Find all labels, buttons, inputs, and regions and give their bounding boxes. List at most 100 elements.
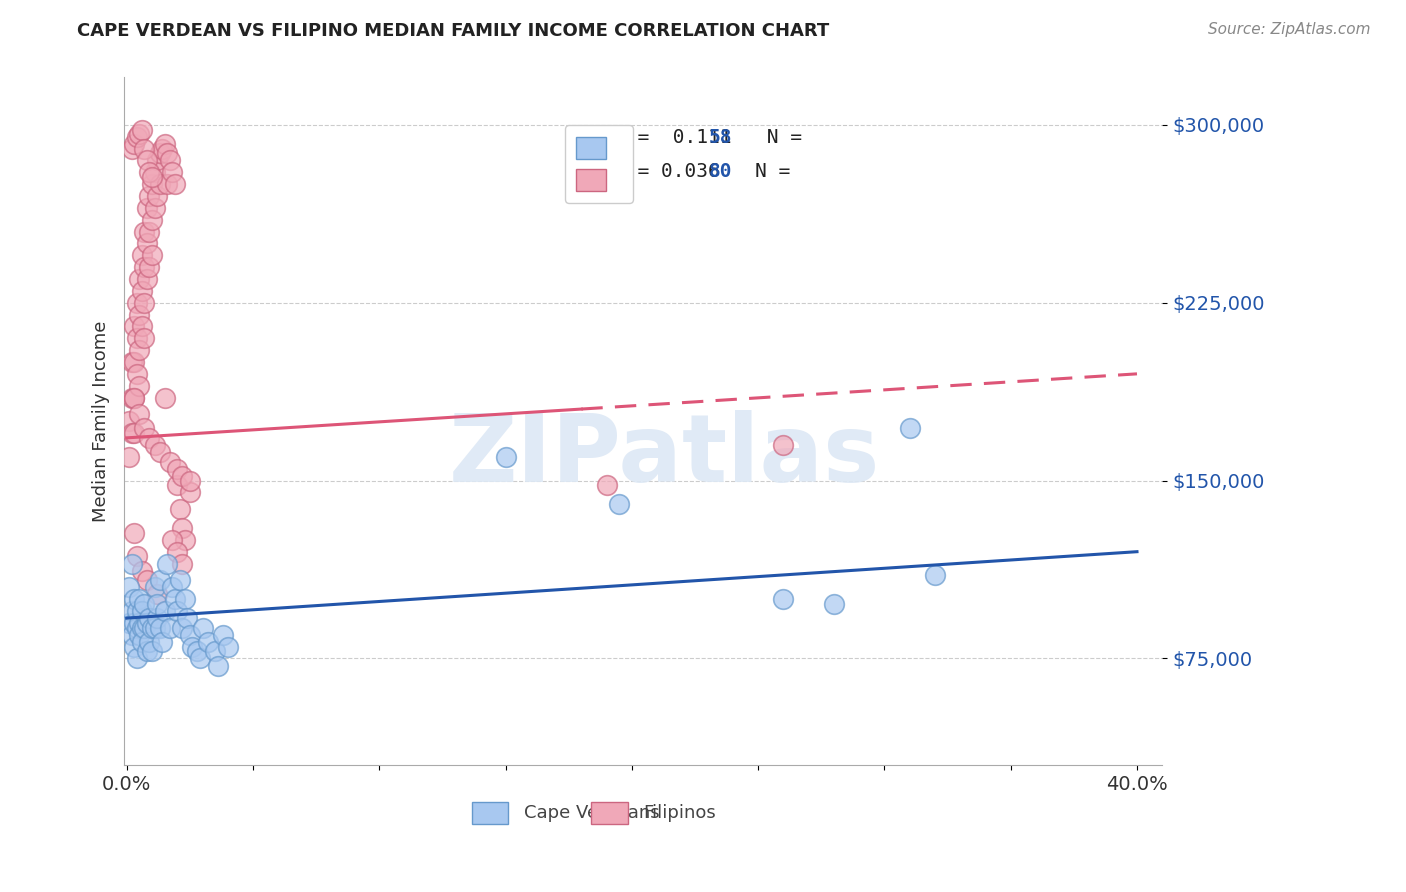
Point bbox=[179, 474, 201, 488]
Point bbox=[898, 421, 921, 435]
Point bbox=[131, 635, 153, 649]
Point bbox=[146, 611, 169, 625]
Point bbox=[124, 615, 146, 630]
Point bbox=[136, 153, 159, 168]
Point bbox=[772, 592, 794, 607]
Point bbox=[128, 378, 150, 392]
Point bbox=[136, 644, 159, 658]
Point bbox=[118, 414, 141, 428]
Point bbox=[124, 391, 146, 405]
Point bbox=[118, 580, 141, 594]
Point bbox=[181, 640, 204, 654]
Text: 58: 58 bbox=[709, 128, 733, 147]
Point bbox=[125, 295, 148, 310]
Point bbox=[163, 177, 186, 191]
Point bbox=[188, 651, 211, 665]
Text: Source: ZipAtlas.com: Source: ZipAtlas.com bbox=[1208, 22, 1371, 37]
Point bbox=[124, 525, 146, 540]
Point bbox=[125, 549, 148, 564]
Text: R =  0.111   N =: R = 0.111 N = bbox=[614, 128, 814, 147]
Point bbox=[148, 573, 170, 587]
Point bbox=[128, 407, 150, 421]
Point bbox=[121, 391, 143, 405]
Point bbox=[118, 450, 141, 464]
Point bbox=[128, 628, 150, 642]
Text: Filipinos: Filipinos bbox=[643, 805, 716, 822]
Point bbox=[125, 129, 148, 144]
Point bbox=[136, 201, 159, 215]
Point bbox=[143, 438, 166, 452]
Point bbox=[121, 426, 143, 441]
Point bbox=[166, 544, 188, 558]
Point bbox=[134, 142, 156, 156]
Point bbox=[143, 580, 166, 594]
Point bbox=[131, 248, 153, 262]
Point bbox=[124, 592, 146, 607]
Point bbox=[131, 564, 153, 578]
Point bbox=[136, 272, 159, 286]
Point bbox=[125, 331, 148, 345]
Point bbox=[772, 438, 794, 452]
Text: CAPE VERDEAN VS FILIPINO MEDIAN FAMILY INCOME CORRELATION CHART: CAPE VERDEAN VS FILIPINO MEDIAN FAMILY I… bbox=[77, 22, 830, 40]
Point bbox=[141, 212, 163, 227]
Point bbox=[204, 644, 226, 658]
Point bbox=[121, 604, 143, 618]
Text: 80: 80 bbox=[709, 162, 733, 181]
Point bbox=[159, 621, 181, 635]
Point bbox=[186, 644, 208, 658]
Point bbox=[131, 319, 153, 334]
Point bbox=[136, 236, 159, 251]
Point bbox=[148, 445, 170, 459]
Point bbox=[179, 485, 201, 500]
Point bbox=[176, 611, 198, 625]
Point bbox=[138, 611, 160, 625]
Point bbox=[172, 468, 194, 483]
Point bbox=[131, 122, 153, 136]
Point bbox=[156, 177, 179, 191]
Point bbox=[124, 391, 146, 405]
Point bbox=[146, 153, 169, 168]
Legend: , : , bbox=[565, 125, 633, 203]
Point bbox=[153, 136, 176, 151]
Point bbox=[121, 557, 143, 571]
Point bbox=[125, 604, 148, 618]
Point bbox=[128, 272, 150, 286]
Point bbox=[146, 189, 169, 203]
Text: Cape Verdeans: Cape Verdeans bbox=[524, 805, 659, 822]
Point bbox=[124, 426, 146, 441]
Point bbox=[128, 615, 150, 630]
Point bbox=[134, 225, 156, 239]
Point bbox=[121, 628, 143, 642]
Point bbox=[172, 621, 194, 635]
Point bbox=[160, 165, 183, 179]
Point bbox=[138, 225, 160, 239]
Point bbox=[141, 621, 163, 635]
Point bbox=[153, 604, 176, 618]
Point bbox=[141, 644, 163, 658]
Point bbox=[169, 502, 191, 516]
Point bbox=[148, 177, 170, 191]
Point bbox=[118, 615, 141, 630]
Point bbox=[131, 284, 153, 298]
Point bbox=[134, 597, 156, 611]
Point bbox=[128, 128, 150, 142]
Point bbox=[166, 478, 188, 492]
Point bbox=[124, 136, 146, 151]
Point bbox=[197, 635, 219, 649]
Point bbox=[134, 621, 156, 635]
Point bbox=[191, 621, 214, 635]
Point bbox=[179, 628, 201, 642]
Point bbox=[136, 573, 159, 587]
Text: ZIPatlas: ZIPatlas bbox=[449, 409, 880, 501]
Point bbox=[211, 628, 233, 642]
Point bbox=[153, 391, 176, 405]
Point bbox=[141, 248, 163, 262]
Point bbox=[159, 454, 181, 468]
Point bbox=[128, 308, 150, 322]
Point bbox=[166, 461, 188, 475]
Point bbox=[124, 355, 146, 369]
Point bbox=[172, 557, 194, 571]
Point bbox=[136, 615, 159, 630]
Point bbox=[160, 580, 183, 594]
Point bbox=[134, 295, 156, 310]
